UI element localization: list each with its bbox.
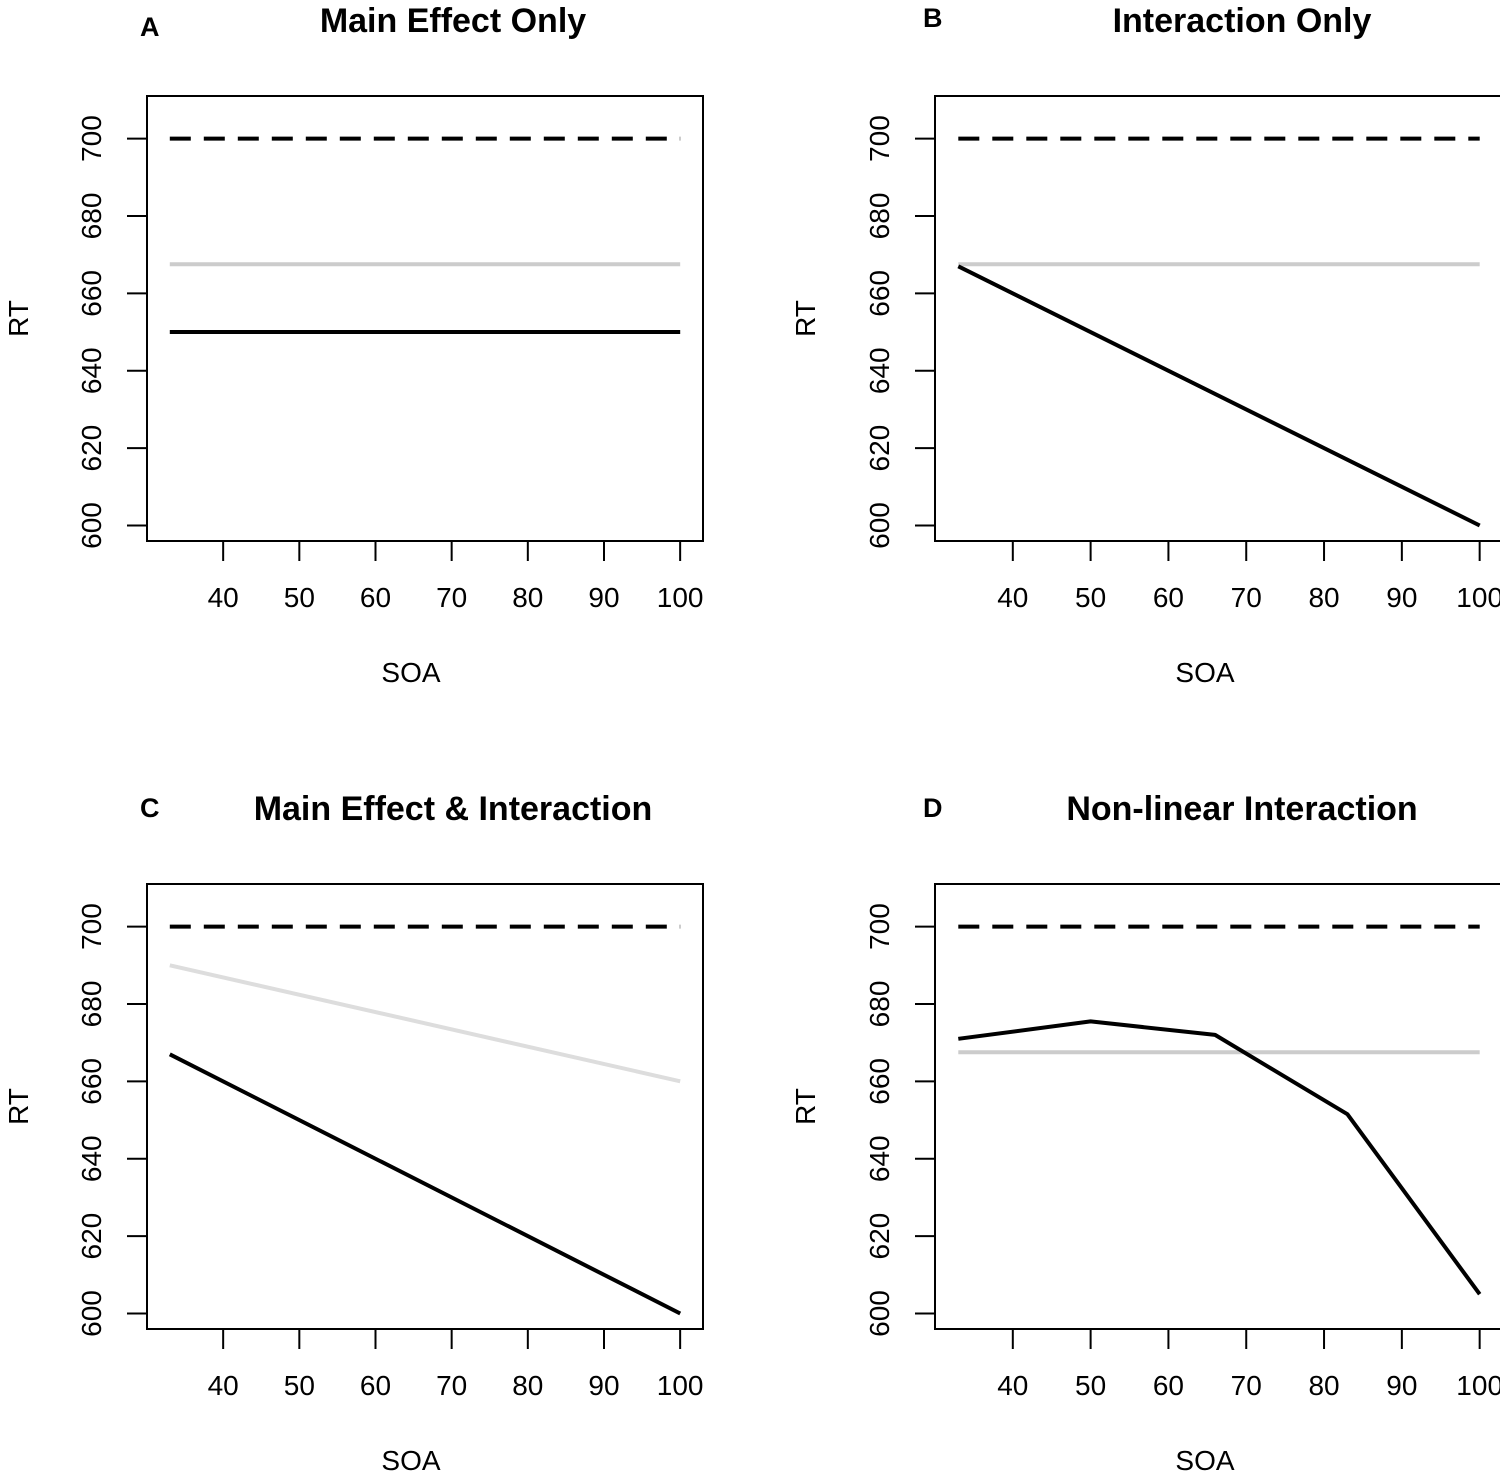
x-tick-label: 60 <box>360 1370 391 1401</box>
y-tick-label: 600 <box>76 502 107 549</box>
panel-letter: C <box>140 793 160 823</box>
y-tick-label: 620 <box>864 1213 895 1260</box>
panel-letter: B <box>923 3 943 33</box>
x-axis-label: SOA <box>1175 657 1234 688</box>
panel-c: Main Effect & Interaction C 40 50 60 70 80 90 10… <box>3 790 704 1476</box>
panel-letter: A <box>140 12 160 42</box>
plot-frame <box>934 883 1500 1330</box>
series-line-solid-black <box>958 1019 1482 1296</box>
x-tick-label: 100 <box>657 1370 704 1401</box>
x-tick-label: 80 <box>1308 1370 1339 1401</box>
x-tick-label: 40 <box>997 1370 1028 1401</box>
y-tick-label: 660 <box>864 270 895 317</box>
y-tick-label: 640 <box>864 347 895 394</box>
plot-frame <box>146 883 704 1330</box>
panel-letter: D <box>923 793 943 823</box>
y-tick-label: 600 <box>864 1290 895 1337</box>
y-tick-label: 640 <box>76 1135 107 1182</box>
x-tick-label: 70 <box>1231 1370 1262 1401</box>
y-tick-label: 620 <box>76 425 107 472</box>
x-tick-label: 100 <box>1456 1370 1500 1401</box>
y-tick-label: 680 <box>76 193 107 240</box>
x-axis-label: SOA <box>381 1445 440 1476</box>
y-axis-label: RT <box>3 1088 34 1125</box>
x-tick-label: 70 <box>1231 582 1262 613</box>
y-axis-label: RT <box>790 1088 821 1125</box>
panel-title: Non-linear Interaction <box>1066 790 1417 828</box>
x-tick-label: 80 <box>1308 582 1339 613</box>
y-tick-label: 680 <box>864 981 895 1028</box>
y-tick-label: 620 <box>76 1213 107 1260</box>
panel-title: Interaction Only <box>1113 2 1372 40</box>
panel-b: Interaction Only B 40 50 60 70 80 90 100 600 620 64… <box>790 2 1500 688</box>
y-axis-label: RT <box>3 300 34 337</box>
x-tick-label: 90 <box>588 1370 619 1401</box>
panel-title: Main Effect Only <box>320 2 586 40</box>
x-tick-label: 40 <box>997 582 1028 613</box>
y-tick-label: 640 <box>76 347 107 394</box>
panel-a: Main Effect Only A 40 50 60 70 80 90 100 600 620 64… <box>3 2 704 688</box>
x-tick-label: 80 <box>512 582 543 613</box>
series-line-solid-gray <box>169 963 681 1084</box>
x-tick-label: 90 <box>1386 1370 1417 1401</box>
panel-d: Non-linear Interaction D 40 50 60 70 80 90 100 60… <box>790 790 1500 1476</box>
y-tick-label: 600 <box>864 502 895 549</box>
y-tick-label: 680 <box>864 193 895 240</box>
y-tick-label: 660 <box>76 270 107 317</box>
x-tick-label: 80 <box>512 1370 543 1401</box>
x-tick-label: 100 <box>657 582 704 613</box>
y-tick-label: 700 <box>864 115 895 162</box>
y-tick-label: 700 <box>76 903 107 950</box>
x-tick-label: 60 <box>1153 1370 1184 1401</box>
plot-frame <box>934 95 1500 542</box>
x-tick-label: 50 <box>1075 1370 1106 1401</box>
series-line-solid-black <box>168 1052 682 1316</box>
series-line-solid-black <box>957 264 1481 528</box>
y-tick-label: 600 <box>76 1290 107 1337</box>
x-tick-label: 40 <box>208 582 239 613</box>
panel-title: Main Effect & Interaction <box>254 790 653 828</box>
x-tick-label: 50 <box>284 582 315 613</box>
x-tick-label: 90 <box>588 582 619 613</box>
x-axis-label: SOA <box>381 657 440 688</box>
x-tick-label: 50 <box>284 1370 315 1401</box>
y-tick-label: 700 <box>76 115 107 162</box>
x-tick-label: 100 <box>1456 582 1500 613</box>
y-tick-label: 660 <box>76 1058 107 1105</box>
x-tick-label: 70 <box>436 1370 467 1401</box>
x-tick-label: 50 <box>1075 582 1106 613</box>
y-tick-label: 700 <box>864 903 895 950</box>
x-axis-label: SOA <box>1175 1445 1234 1476</box>
y-tick-label: 680 <box>76 981 107 1028</box>
y-axis-label: RT <box>790 300 821 337</box>
y-tick-label: 620 <box>864 425 895 472</box>
y-tick-label: 660 <box>864 1058 895 1105</box>
y-tick-label: 640 <box>864 1135 895 1182</box>
x-tick-label: 90 <box>1386 582 1417 613</box>
x-tick-label: 60 <box>1153 582 1184 613</box>
x-tick-label: 70 <box>436 582 467 613</box>
x-tick-label: 40 <box>208 1370 239 1401</box>
x-tick-label: 60 <box>360 582 391 613</box>
plot-frame <box>146 95 704 542</box>
